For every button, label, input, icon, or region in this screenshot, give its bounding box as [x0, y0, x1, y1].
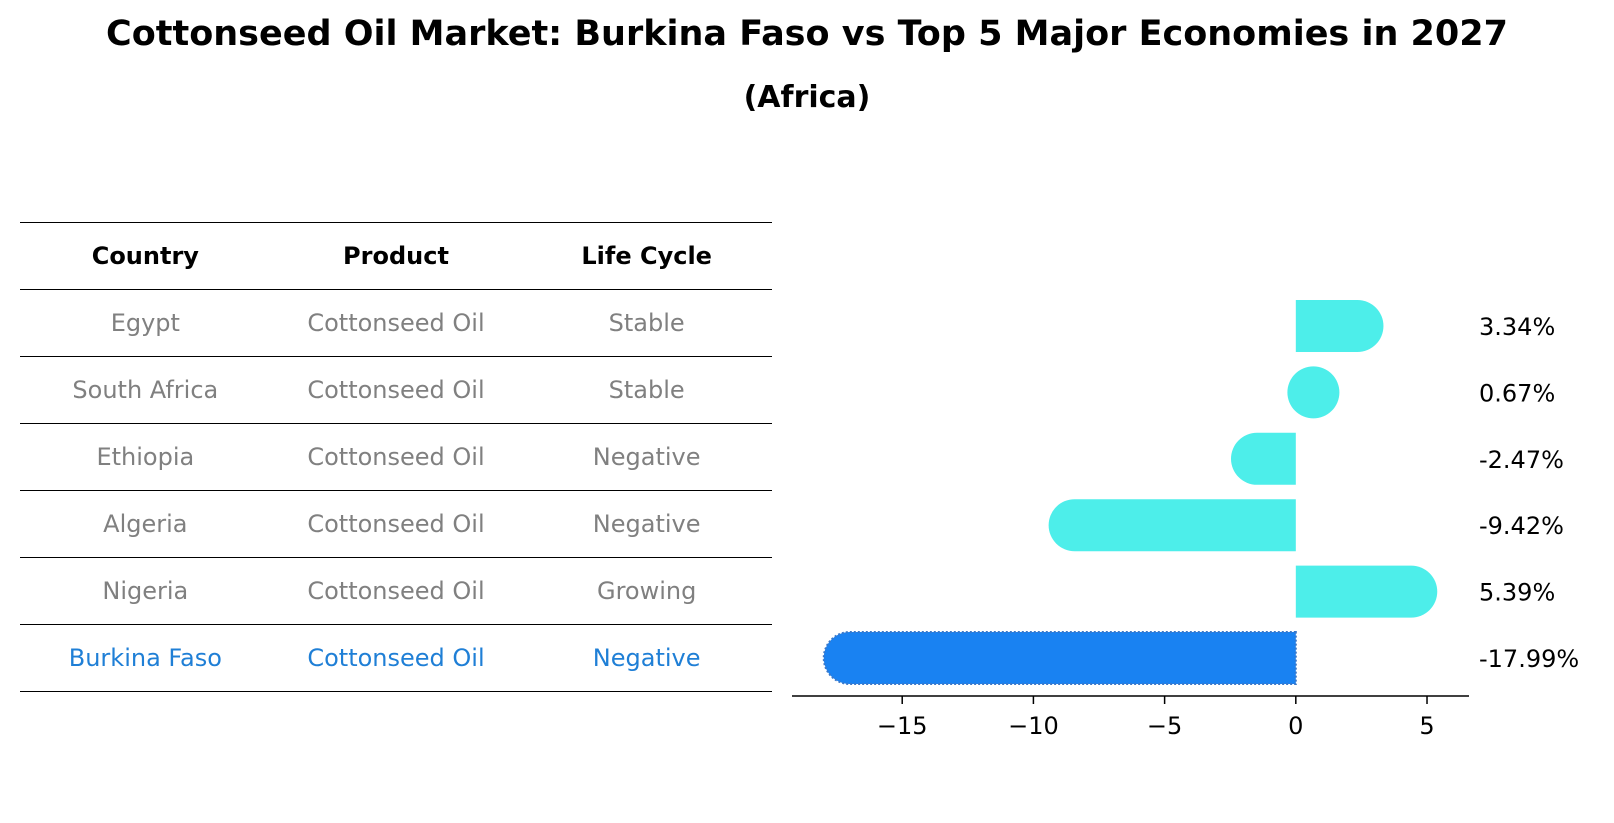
table-row: Algeria Cottonseed Oil Negative — [20, 490, 772, 558]
bar-egypt — [1295, 300, 1384, 352]
bar-burkina-faso — [822, 631, 1297, 685]
x-tick-label: 0 — [1288, 712, 1303, 740]
table-row: Nigeria Cottonseed Oil Growing — [20, 557, 772, 625]
cell-product: Cottonseed Oil — [270, 356, 522, 424]
cell-life-cycle: Growing — [521, 557, 772, 625]
header-product: Product — [270, 222, 522, 290]
cell-country: Burkina Faso — [20, 624, 271, 692]
chart-title: Cottonseed Oil Market: Burkina Faso vs T… — [106, 14, 1508, 54]
x-tick-label: −10 — [1008, 712, 1059, 740]
table-row: South Africa Cottonseed Oil Stable — [20, 356, 772, 424]
cell-life-cycle: Negative — [521, 624, 772, 692]
value-label: 0.67% — [1479, 379, 1555, 407]
value-label: -17.99% — [1479, 645, 1579, 673]
cell-life-cycle: Negative — [521, 490, 772, 558]
cell-country: South Africa — [20, 356, 271, 424]
table-row-highlight: Burkina Faso Cottonseed Oil Negative — [20, 624, 772, 692]
cell-country: Algeria — [20, 490, 271, 558]
value-label: 3.34% — [1479, 313, 1555, 341]
value-label: 5.39% — [1479, 579, 1555, 607]
value-label: -9.42% — [1479, 512, 1564, 540]
cell-product: Cottonseed Oil — [270, 624, 522, 692]
header-life-cycle: Life Cycle — [521, 222, 772, 290]
x-tick-label: 5 — [1419, 712, 1434, 740]
cell-country: Egypt — [20, 289, 271, 357]
cell-product: Cottonseed Oil — [270, 423, 522, 491]
bar-nigeria — [1295, 565, 1438, 618]
cell-product: Cottonseed Oil — [270, 557, 522, 625]
cell-life-cycle: Stable — [521, 289, 772, 357]
bar-algeria — [1048, 499, 1296, 552]
bar-ethiopia — [1231, 432, 1296, 485]
cell-country: Ethiopia — [20, 423, 271, 491]
cell-country: Nigeria — [20, 557, 271, 625]
x-tick-label: −5 — [1147, 712, 1182, 740]
table-row: Ethiopia Cottonseed Oil Negative — [20, 423, 772, 491]
table-header-row: Country Product Life Cycle — [20, 222, 772, 290]
market-table: Country Product Life Cycle Egypt Cottons… — [20, 222, 772, 692]
bar-south-africa — [1287, 366, 1340, 419]
value-label: -2.47% — [1479, 446, 1564, 474]
cell-product: Cottonseed Oil — [270, 490, 522, 558]
x-tick-label: −15 — [877, 712, 928, 740]
chart-subtitle: (Africa) — [743, 80, 871, 115]
cell-product: Cottonseed Oil — [270, 289, 522, 357]
header-country: Country — [20, 222, 271, 290]
cell-life-cycle: Negative — [521, 423, 772, 491]
table-row: Egypt Cottonseed Oil Stable — [20, 289, 772, 357]
